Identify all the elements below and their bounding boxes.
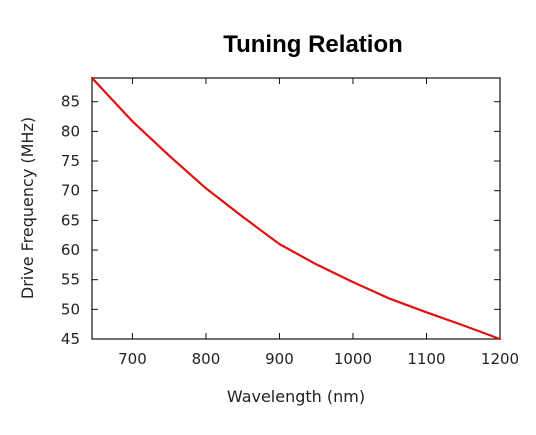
y-tick-label: 50: [61, 300, 80, 318]
y-tick-label: 55: [61, 271, 80, 289]
plot-frame: [91, 77, 501, 340]
x-tick-label: 800: [192, 350, 221, 368]
x-tick-label: 1000: [334, 350, 372, 368]
y-tick-label: 70: [61, 182, 80, 200]
y-axis: 45 50 55 60 65 70 75 80 85: [61, 93, 500, 348]
y-axis-label: Drive Frequency (MHz): [18, 117, 37, 299]
y-tick-label: 80: [61, 122, 80, 140]
x-tick-label: 700: [118, 350, 147, 368]
y-tick-label: 75: [61, 152, 80, 170]
x-tick-label: 1200: [481, 350, 519, 368]
y-tick-label: 45: [61, 330, 80, 348]
chart-title: Tuning Relation: [223, 31, 403, 58]
x-tick-label: 1100: [407, 350, 445, 368]
x-axis: 700 800 900 1000 1100 1200: [118, 78, 519, 368]
x-axis-label: Wavelength (nm): [227, 387, 365, 406]
y-tick-label: 65: [61, 211, 80, 229]
y-tick-label: 85: [61, 93, 80, 111]
x-tick-label: 900: [265, 350, 294, 368]
y-tick-label: 60: [61, 241, 80, 259]
series-layer: [90, 76, 502, 341]
series-line: [90, 76, 502, 341]
